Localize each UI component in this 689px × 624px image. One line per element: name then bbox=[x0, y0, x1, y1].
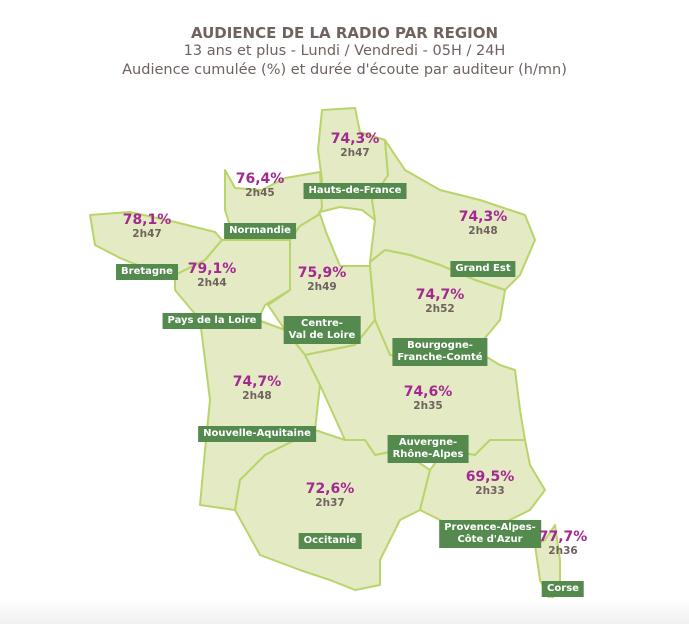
duration-value: 2h47 bbox=[340, 147, 370, 159]
duration-value: 2h33 bbox=[475, 485, 505, 497]
region-label-provence-alpes-cote-d-azur: 69,5% 2h33 Provence-Alpes- Côte d'Azur bbox=[439, 470, 541, 548]
map-legend-text: Audience cumulée (%) et durée d'écoute p… bbox=[122, 62, 567, 78]
region-label-occitanie: 72,6% 2h37 Occitanie bbox=[298, 481, 362, 549]
region-label-nouvelle-aquitaine: 74,7% 2h48 Nouvelle-Aquitaine bbox=[198, 375, 316, 442]
audience-value: 74,7% bbox=[232, 374, 282, 390]
duration-value: 2h45 bbox=[245, 187, 275, 199]
audience-value: 77,7% bbox=[538, 529, 588, 545]
region-label-auvergne-rhone-alpes: 74,6% 2h35 Auvergne- Rhône-Alpes bbox=[387, 384, 469, 463]
region-name: Nouvelle-Aquitaine bbox=[198, 426, 316, 442]
duration-value: 2h48 bbox=[242, 390, 272, 402]
audience-value: 74,6% bbox=[403, 384, 453, 400]
audience-value: 76,4% bbox=[235, 171, 285, 187]
duration-value: 2h35 bbox=[413, 400, 443, 412]
audience-value: 74,7% bbox=[415, 287, 465, 303]
duration-value: 2h49 bbox=[307, 281, 337, 293]
region-name: Hauts-de-France bbox=[303, 183, 407, 199]
audience-value: 74,3% bbox=[330, 131, 380, 147]
region-label-centre-val-de-loire: 75,9% 2h49 Centre- Val de Loire bbox=[283, 265, 361, 344]
duration-value: 2h47 bbox=[132, 228, 162, 240]
bottom-fade bbox=[0, 598, 689, 624]
duration-value: 2h48 bbox=[468, 225, 498, 237]
region-name: Normandie bbox=[224, 223, 296, 239]
audience-value: 74,3% bbox=[458, 209, 508, 225]
region-name: Grand Est bbox=[450, 261, 516, 277]
region-label-grand-est: 74,3% 2h48 Grand Est bbox=[450, 209, 516, 277]
duration-value: 2h44 bbox=[197, 277, 227, 289]
audience-value: 75,9% bbox=[297, 265, 347, 281]
region-name: Provence-Alpes- Côte d'Azur bbox=[439, 520, 541, 548]
map-subtitle: 13 ans et plus - Lundi / Vendredi - 05H … bbox=[183, 43, 506, 59]
region-name: Occitanie bbox=[298, 533, 362, 549]
region-label-bourgogne-franche-comte: 74,7% 2h52 Bourgogne- Franche-Comté bbox=[392, 287, 488, 366]
audience-value: 72,6% bbox=[305, 481, 355, 497]
duration-value: 2h37 bbox=[315, 497, 345, 509]
audience-value: 69,5% bbox=[465, 469, 515, 485]
region-label-bretagne: 78,1% 2h47 Bretagne bbox=[116, 213, 178, 280]
region-label-normandie: 76,4% 2h45 Normandie bbox=[224, 172, 296, 239]
region-name: Corse bbox=[542, 581, 584, 597]
duration-value: 2h52 bbox=[425, 303, 455, 315]
region-name: Auvergne- Rhône-Alpes bbox=[387, 435, 469, 463]
region-label-corse: 77,7% 2h36 Corse bbox=[538, 529, 588, 597]
region-name: Bourgogne- Franche-Comté bbox=[392, 338, 488, 366]
region-name: Bretagne bbox=[116, 264, 178, 280]
region-name: Centre- Val de Loire bbox=[283, 316, 361, 344]
region-label-hauts-de-france: 74,3% 2h47 Hauts-de-France bbox=[303, 131, 407, 199]
audience-value: 79,1% bbox=[187, 261, 237, 277]
region-name: Pays de la Loire bbox=[162, 313, 262, 329]
audience-value: 78,1% bbox=[122, 212, 172, 228]
map-title: AUDIENCE DE LA RADIO PAR REGION bbox=[190, 24, 499, 42]
region-label-pays-de-la-loire: 79,1% 2h44 Pays de la Loire bbox=[162, 261, 262, 329]
duration-value: 2h36 bbox=[548, 545, 578, 557]
